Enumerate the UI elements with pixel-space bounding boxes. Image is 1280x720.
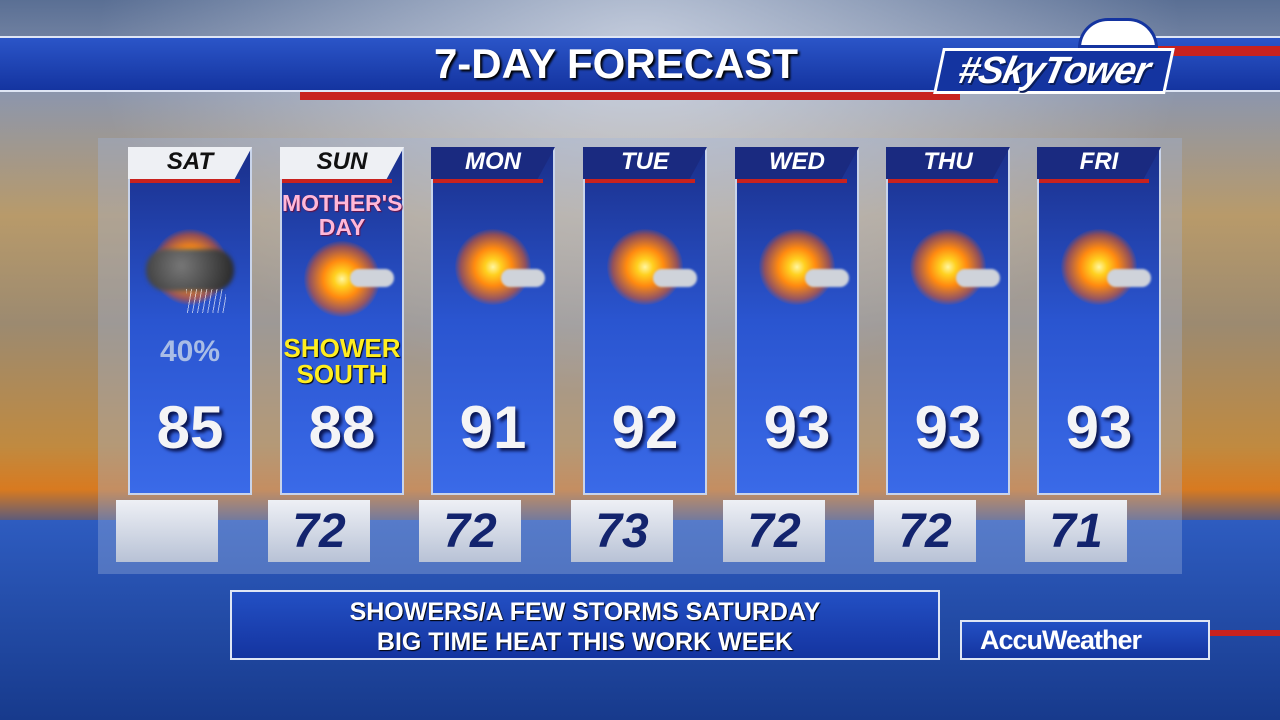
header-stripe-right (1150, 46, 1280, 56)
high-temp: 93 (914, 394, 982, 461)
low-temp: 72 (723, 500, 825, 562)
skytower-logo: #SkyTower (933, 48, 1175, 94)
sun-icon (759, 229, 835, 305)
cloud-icon (1107, 269, 1151, 287)
sun-icon (607, 229, 683, 305)
low-temp (116, 500, 218, 562)
accuweather-logo: AccuWeather (960, 620, 1210, 660)
day-column-sat: SAT 40% 85 (128, 147, 252, 495)
low-temp: 73 (571, 500, 673, 562)
day-column-thu: THU 93 (886, 147, 1010, 495)
day-label: SAT (128, 147, 252, 179)
day-divider (282, 179, 392, 183)
high-temp: 88 (308, 394, 376, 461)
cloud-icon (501, 269, 545, 287)
day-column-wed: WED 93 (735, 147, 859, 495)
day-divider (888, 179, 998, 183)
day-column-mon: MON 91 (431, 147, 555, 495)
day-column-tue: TUE 92 (583, 147, 707, 495)
low-temp: 72 (419, 500, 521, 562)
message-line-2: BIG TIME HEAT THIS WORK WEEK (376, 628, 794, 656)
day-label: MON (431, 147, 555, 179)
high-temp: 93 (763, 394, 831, 461)
day-column-fri: FRI 93 (1037, 147, 1161, 495)
holiday-banner: MOTHER'S DAY (282, 190, 403, 240)
sun-icon (910, 229, 986, 305)
header-stripe (300, 92, 960, 100)
low-temp: 72 (874, 500, 976, 562)
high-temp: 93 (1065, 394, 1133, 461)
day-column-sun: SUN MOTHER'S DAY SHOWER SOUTH 88 (280, 147, 404, 495)
rain-icon (186, 289, 226, 313)
message-line-1: SHOWERS/A FEW STORMS SATURDAY (349, 598, 821, 626)
cloud-icon (805, 269, 849, 287)
high-temp: 91 (459, 394, 527, 461)
page-title: 7-DAY FORECAST (433, 40, 799, 87)
cloud-icon (350, 269, 394, 287)
day-divider (433, 179, 543, 183)
day-divider (1039, 179, 1149, 183)
cloud-icon (956, 269, 1000, 287)
high-temp: 92 (611, 394, 679, 461)
low-temp: 72 (268, 500, 370, 562)
sun-icon (1061, 229, 1137, 305)
day-label: FRI (1037, 147, 1161, 179)
sun-icon (455, 229, 531, 305)
cloud-icon (653, 269, 697, 287)
day-label: SUN (280, 147, 404, 179)
day-divider (130, 179, 240, 183)
day-label: THU (886, 147, 1010, 179)
forecast-note: SHOWER SOUTH (283, 333, 401, 389)
low-temp: 71 (1025, 500, 1127, 562)
day-divider (737, 179, 847, 183)
day-divider (585, 179, 695, 183)
day-label: TUE (583, 147, 707, 179)
day-label: WED (735, 147, 859, 179)
precip-chance: 40% (159, 335, 221, 368)
brand-stripe (1200, 630, 1280, 636)
high-temp: 85 (156, 394, 224, 461)
rain-cloud-icon (146, 249, 234, 291)
forecast-message: SHOWERS/A FEW STORMS SATURDAY BIG TIME H… (230, 590, 940, 660)
